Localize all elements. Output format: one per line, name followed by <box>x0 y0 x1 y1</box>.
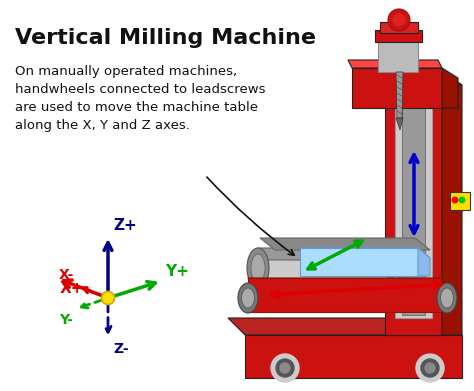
Polygon shape <box>395 92 432 318</box>
Polygon shape <box>396 72 403 118</box>
Polygon shape <box>418 248 430 276</box>
Polygon shape <box>348 60 442 68</box>
Ellipse shape <box>391 256 401 280</box>
Circle shape <box>421 359 439 377</box>
Polygon shape <box>442 72 462 335</box>
Circle shape <box>280 363 290 373</box>
Polygon shape <box>442 278 448 312</box>
Ellipse shape <box>238 283 258 313</box>
Polygon shape <box>385 72 442 335</box>
Ellipse shape <box>440 288 454 308</box>
Circle shape <box>276 359 294 377</box>
Circle shape <box>393 14 405 26</box>
Polygon shape <box>245 335 462 378</box>
Text: Y+: Y+ <box>164 264 189 279</box>
Polygon shape <box>258 248 395 290</box>
Circle shape <box>101 292 115 305</box>
Text: On manually operated machines,
handwheels connected to leadscrews
are used to mo: On manually operated machines, handwheel… <box>15 65 265 132</box>
Polygon shape <box>260 238 430 250</box>
Circle shape <box>425 363 435 373</box>
Circle shape <box>452 197 458 203</box>
Ellipse shape <box>247 248 269 288</box>
Polygon shape <box>300 248 418 276</box>
Polygon shape <box>248 278 442 312</box>
Polygon shape <box>380 22 418 33</box>
Text: Vertical Milling Machine: Vertical Milling Machine <box>15 28 316 48</box>
Text: Z+: Z+ <box>113 218 137 233</box>
Circle shape <box>271 354 299 382</box>
Text: X+: X+ <box>59 282 84 296</box>
Polygon shape <box>402 95 425 315</box>
Text: Y-: Y- <box>59 313 73 327</box>
Polygon shape <box>228 318 462 335</box>
Text: Z-: Z- <box>113 342 128 356</box>
Ellipse shape <box>251 254 265 282</box>
Polygon shape <box>248 278 448 288</box>
Polygon shape <box>385 72 462 85</box>
Circle shape <box>416 354 444 382</box>
Text: X-: X- <box>59 267 74 282</box>
Polygon shape <box>352 68 442 108</box>
Ellipse shape <box>387 250 405 286</box>
Polygon shape <box>378 38 418 72</box>
Circle shape <box>388 9 410 31</box>
Polygon shape <box>258 248 400 260</box>
Polygon shape <box>300 248 430 258</box>
Polygon shape <box>375 30 422 42</box>
Ellipse shape <box>241 288 255 308</box>
Ellipse shape <box>437 283 457 313</box>
Circle shape <box>459 197 465 203</box>
Bar <box>450 192 470 210</box>
Polygon shape <box>442 68 458 108</box>
Polygon shape <box>396 118 403 130</box>
